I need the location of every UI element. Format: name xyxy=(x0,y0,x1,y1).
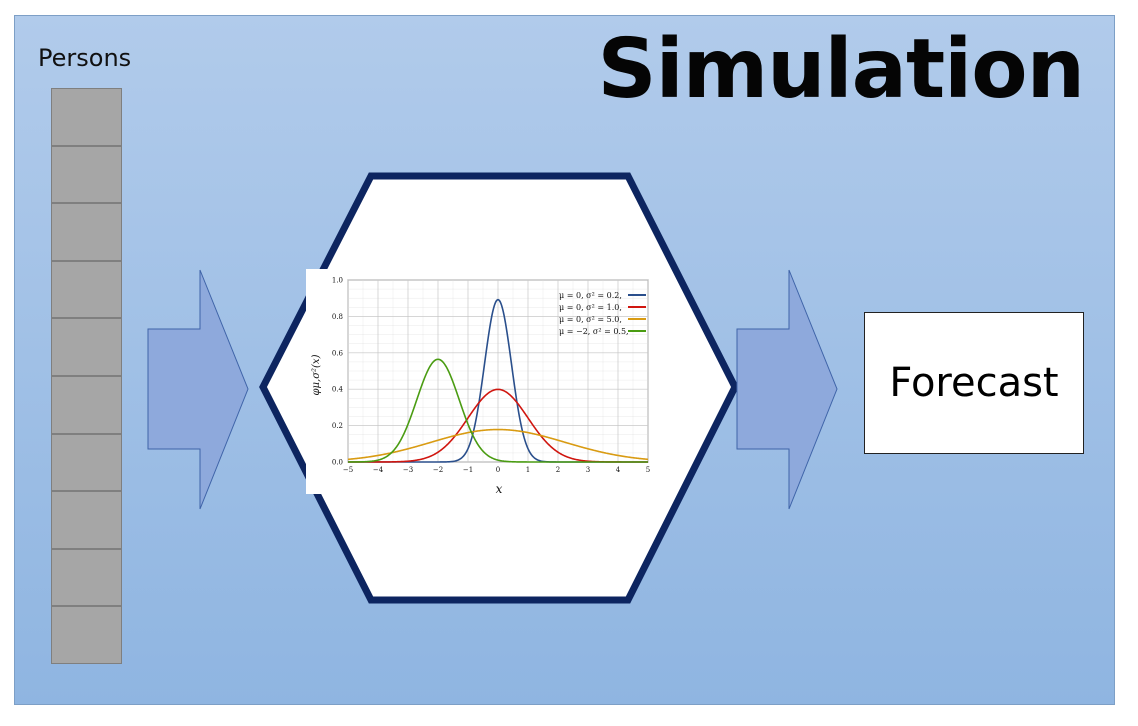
legend-entry: μ = 0, σ² = 1.0, xyxy=(559,303,622,312)
y-axis-label: φμ,σ²(x) xyxy=(311,354,322,395)
person-cell xyxy=(51,491,122,549)
person-cell xyxy=(51,606,122,664)
person-cell xyxy=(51,548,122,607)
y-tick-label: 1.0 xyxy=(332,277,343,285)
chart-ticks: −5 −4 −3 −2 −1 0 1 2 3 4 5 0.0 0.2 0.4 0.6 0.8 1.0 xyxy=(332,277,650,475)
chart-svg: −5 −4 −3 −2 −1 0 1 2 3 4 5 0.0 0.2 0.4 0.6 0.8 1.0 x φμ,… xyxy=(311,277,650,497)
person-cell xyxy=(51,260,122,319)
person-cell xyxy=(51,375,122,434)
person-cell xyxy=(51,203,122,261)
series-line xyxy=(347,428,649,461)
person-cell xyxy=(51,318,122,376)
normal-distribution-chart: −5 −4 −3 −2 −1 0 1 2 3 4 5 0.0 0.2 0.4 0.6 0.8 1.0 x φμ,… xyxy=(306,269,664,497)
legend-entry: μ = 0, σ² = 0.2, xyxy=(559,291,622,300)
slide-title: Simulation xyxy=(597,22,1085,117)
x-tick-label: 2 xyxy=(556,466,560,474)
x-tick-label: −3 xyxy=(403,466,413,474)
x-tick-label: 1 xyxy=(526,466,530,474)
legend-entry: μ = −2, σ² = 0.5, xyxy=(559,327,629,336)
persons-label: Persons xyxy=(38,44,132,72)
x-axis-label: x xyxy=(496,482,503,494)
x-tick-label: 4 xyxy=(616,466,621,474)
y-tick-label: 0.0 xyxy=(332,459,343,467)
series-line xyxy=(348,358,648,463)
legend-entry: μ = 0, σ² = 5.0, xyxy=(559,315,622,324)
y-tick-label: 0.8 xyxy=(332,313,343,321)
forecast-label: Forecast xyxy=(889,360,1059,406)
input-arrow xyxy=(147,269,249,510)
x-tick-label: −5 xyxy=(343,466,353,474)
persons-column xyxy=(51,88,122,664)
y-tick-label: 0.6 xyxy=(332,349,344,357)
x-tick-label: −2 xyxy=(433,466,443,474)
chart-legend: μ = 0, σ² = 0.2, μ = 0, σ² = 1.0, μ = 0, σ… xyxy=(559,291,646,336)
output-arrow xyxy=(736,269,838,510)
x-tick-label: −4 xyxy=(373,466,384,474)
person-cell xyxy=(51,88,122,146)
x-tick-label: 0 xyxy=(496,466,500,474)
y-tick-label: 0.2 xyxy=(332,422,343,430)
person-cell xyxy=(51,145,122,204)
x-tick-label: 5 xyxy=(646,466,650,474)
y-tick-label: 0.4 xyxy=(332,386,344,394)
forecast-box: Forecast xyxy=(864,312,1084,454)
x-tick-label: −1 xyxy=(463,466,473,474)
chart-curves xyxy=(347,298,649,463)
x-tick-label: 3 xyxy=(586,466,590,474)
person-cell xyxy=(51,433,122,492)
